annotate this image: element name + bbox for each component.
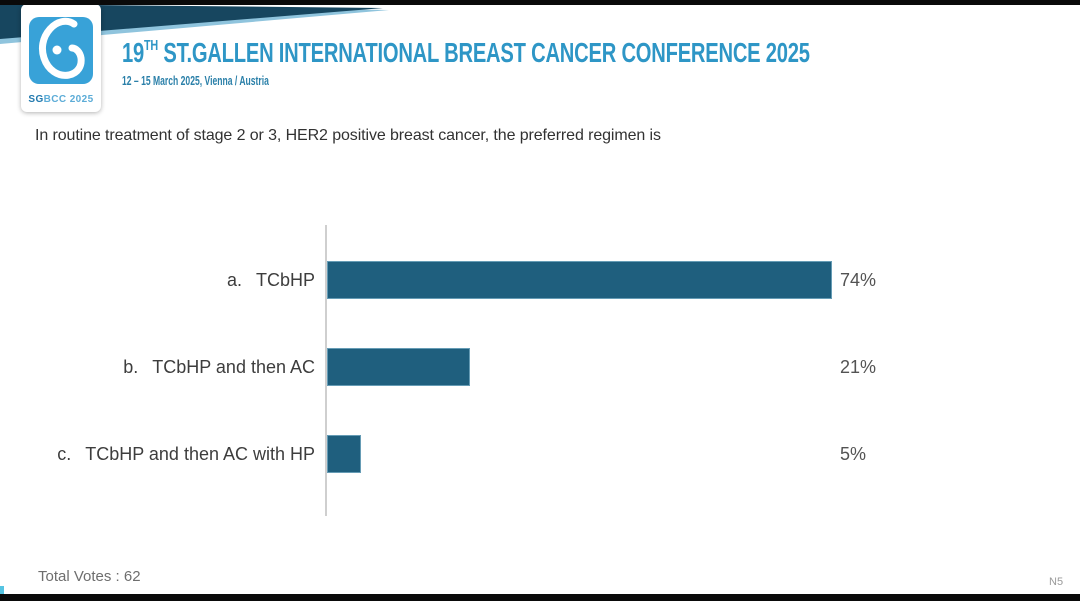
- corner-notch: [0, 586, 4, 594]
- option-letter-c: c.: [57, 443, 72, 464]
- sgbcc-logo-text: SGBCC 2025: [21, 94, 101, 105]
- title-text: ST.GALLEN INTERNATIONAL BREAST CANCER CO…: [157, 37, 810, 68]
- bar-track-a: [327, 261, 1010, 299]
- category-label-c: c. TCbHP and then AC with HP: [35, 435, 315, 473]
- letterbox-bottom: [0, 594, 1080, 601]
- title-ordinal: TH: [143, 37, 158, 54]
- logo-text-rest: BCC 2025: [43, 94, 94, 105]
- poll-question: In routine treatment of stage 2 or 3, HE…: [35, 127, 661, 144]
- bar-a: [327, 261, 833, 299]
- sgbcc-logo-card: SGBCC 2025: [21, 4, 101, 112]
- value-label-b: 21%: [840, 357, 877, 377]
- value-label-a: 74%: [840, 270, 877, 290]
- option-text-a: TCbHP: [255, 269, 315, 290]
- option-text-b: TCbHP and then AC: [152, 356, 315, 377]
- sgbcc-logo-icon: [29, 17, 93, 84]
- bar-track-b: [327, 348, 1010, 386]
- bar-track-c: [327, 435, 1010, 473]
- chart-row-b: b. TCbHP and then AC 21%: [35, 348, 1045, 386]
- value-label-c: 5%: [840, 444, 867, 464]
- letterbox-top: [0, 0, 1080, 5]
- option-letter-b: b.: [123, 356, 139, 377]
- conference-title: 19TH ST.GALLEN INTERNATIONAL BREAST CANC…: [122, 37, 810, 68]
- logo-text-sg: SG: [28, 94, 44, 105]
- conference-subtitle: 12 – 15 March 2025, Vienna / Austria: [122, 73, 269, 88]
- category-label-a: a. TCbHP: [35, 261, 315, 299]
- option-letter-a: a.: [226, 269, 242, 290]
- chart-row-a: a. TCbHP 74%: [35, 261, 1045, 299]
- bar-c: [327, 435, 362, 473]
- total-votes-label: Total Votes : 62: [38, 568, 141, 585]
- slide-reference: N5: [1049, 576, 1064, 588]
- chart-row-c: c. TCbHP and then AC with HP 5%: [35, 435, 1045, 473]
- chart-axis-line: [325, 225, 327, 516]
- category-label-b: b. TCbHP and then AC: [35, 348, 315, 386]
- bar-b: [327, 348, 471, 386]
- title-number: 19: [122, 37, 144, 68]
- option-text-c: TCbHP and then AC with HP: [85, 443, 315, 464]
- breast-ribbon-glyph: [38, 17, 85, 79]
